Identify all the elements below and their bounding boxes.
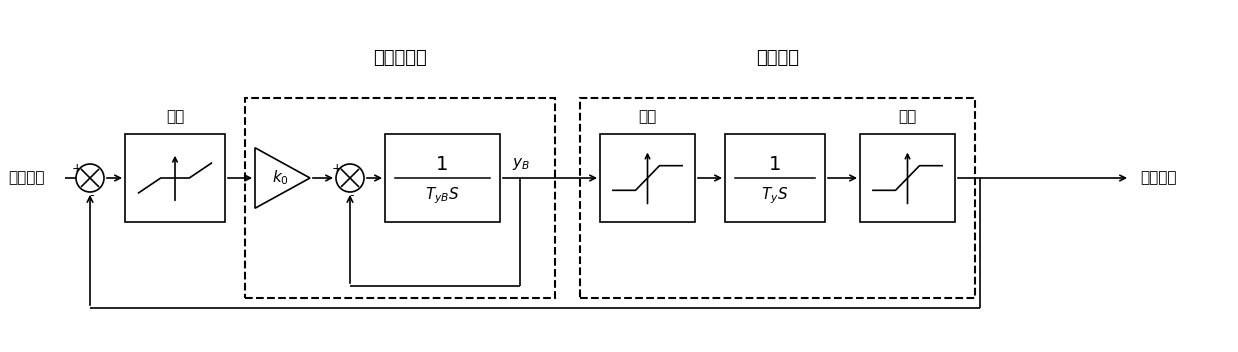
- Text: 1: 1: [436, 155, 448, 174]
- Text: -: -: [350, 189, 354, 202]
- Text: 控制信号: 控制信号: [7, 170, 45, 186]
- Text: $T_yS$: $T_yS$: [761, 186, 789, 206]
- Bar: [579, 98, 976, 298]
- Bar: [860, 134, 954, 222]
- Text: 主接力器: 主接力器: [756, 49, 799, 67]
- Text: 死区: 死区: [166, 109, 184, 124]
- Bar: [125, 134, 225, 222]
- Text: $k_0$: $k_0$: [272, 169, 288, 187]
- Text: 1: 1: [769, 155, 781, 174]
- Text: 辅助接力器: 辅助接力器: [373, 49, 427, 67]
- Bar: [245, 98, 555, 298]
- Text: 限幅: 限幅: [899, 109, 916, 124]
- Text: 导叶开度: 导叶开度: [1140, 170, 1176, 186]
- Text: $y_B$: $y_B$: [513, 156, 530, 172]
- Text: +: +: [72, 162, 82, 175]
- Text: 限幅: 限幅: [639, 109, 656, 124]
- Text: -: -: [89, 189, 94, 202]
- Text: $T_{yB}S$: $T_{yB}S$: [425, 186, 459, 206]
- Bar: [600, 134, 695, 222]
- Bar: [725, 134, 825, 222]
- Text: +: +: [332, 162, 343, 175]
- Bar: [385, 134, 500, 222]
